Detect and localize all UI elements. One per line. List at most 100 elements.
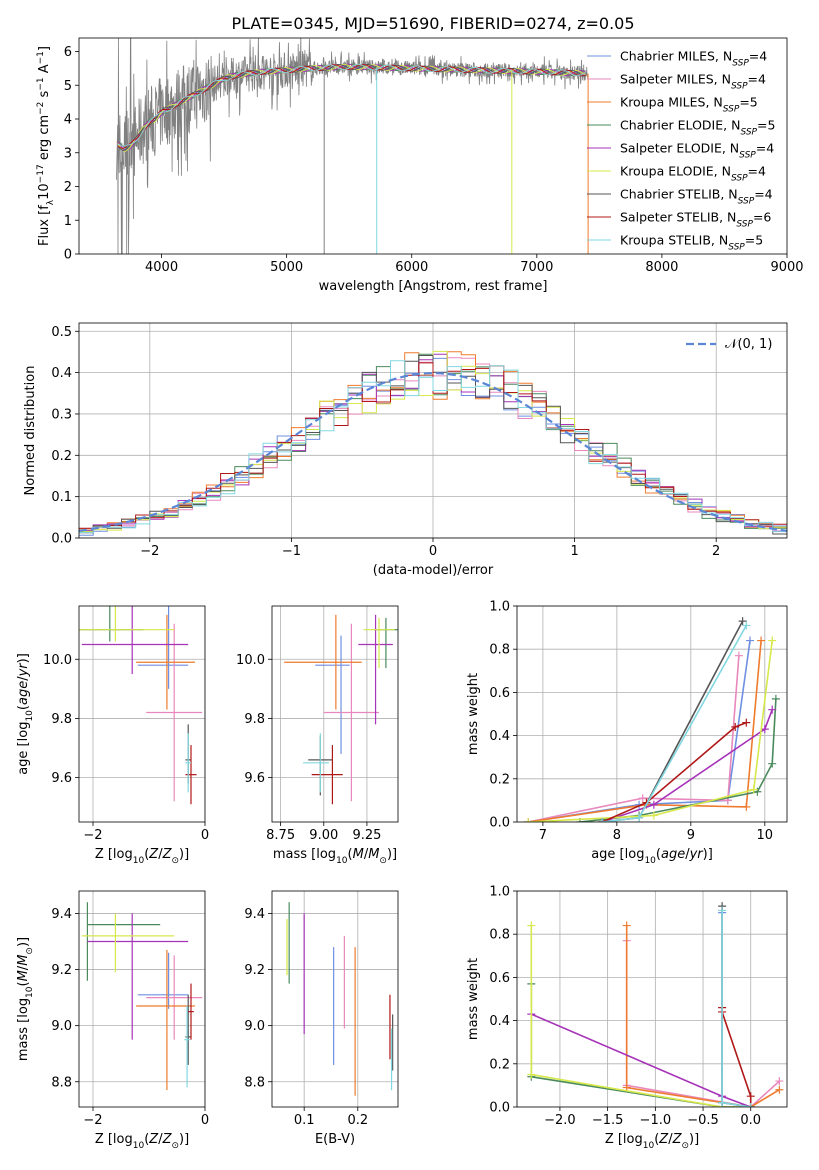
legend-n: =5 — [739, 95, 757, 110]
x-axis-label-part: 10 — [133, 856, 145, 866]
weight-point-marker — [746, 1092, 755, 1101]
axes-mass_vs_EBV: 0.1 0.2 8.8 9.0 9.2 9.4 E(B-V) — [244, 890, 399, 1147]
x-axis-label-part: 10 — [643, 1141, 655, 1151]
legend-name: Salpeter ELODIE, N — [620, 141, 739, 156]
errorbar-point — [137, 952, 189, 1009]
spectrum-model-line — [117, 63, 586, 149]
weight-point-marker — [527, 921, 536, 930]
x-tick-label: 0 — [201, 1113, 209, 1128]
y-axis-label-part: mass weight — [466, 958, 481, 1040]
x-axis-label: (data-model)/error — [373, 563, 494, 578]
y-tick-label: 0.0 — [489, 1101, 510, 1116]
x-tick-label: −0.5 — [687, 1113, 719, 1128]
x-axis-label-part: ( — [144, 1132, 149, 1147]
plot-area — [517, 606, 787, 822]
errorbar-point — [79, 606, 175, 642]
plot-area — [79, 891, 205, 1107]
x-axis-label-part: ⊙ — [171, 856, 179, 866]
y-axis-label-part: s — [37, 90, 52, 101]
errorbar-point — [184, 1006, 190, 1088]
x-tick-label: 8 — [613, 828, 621, 843]
legend-sub: SSP — [728, 243, 745, 253]
y-axis-label: Flux [fλ10−17 erg cm−2 s−1 A−1] — [36, 46, 56, 246]
y-axis-label-part: −2 — [36, 102, 46, 115]
legend-name: Kroupa MILES, N — [620, 95, 723, 110]
errorbar-point — [303, 733, 329, 793]
plot-area — [272, 606, 398, 822]
y-axis-label: age [log10(age/yr)] — [16, 653, 35, 775]
y-tick-label: 3 — [64, 146, 72, 161]
legend-sub: SSP — [732, 59, 749, 69]
x-tick-label: 0.0 — [740, 1113, 761, 1128]
legend-name: Kroupa ELODIE, N — [620, 164, 731, 179]
x-axis-label-part: 10 — [644, 856, 656, 866]
legend-name: Chabrier ELODIE, N — [620, 118, 740, 133]
axes-age_vs_Z: −2 09.69.810.0Z [log10(Z/Z⊙)]age [log10(a… — [16, 605, 209, 866]
x-tick-label: 4000 — [145, 260, 178, 275]
x-axis-label-part: )] — [179, 1132, 189, 1147]
x-tick-label: 2 — [712, 544, 720, 559]
legend-name: Chabrier STELIB, N — [620, 187, 738, 202]
errorbar-point — [137, 606, 189, 689]
x-tick-label: −2 — [83, 1113, 102, 1128]
x-axis-label-part: ⊙ — [681, 1141, 689, 1151]
y-tick-label: 2 — [64, 180, 72, 195]
weight-point-marker — [771, 694, 780, 703]
legend-n: =4 — [748, 164, 766, 179]
x-tick-label: 7 — [539, 828, 547, 843]
y-tick-label: 0.2 — [51, 449, 72, 464]
errorbar-point — [146, 955, 203, 1040]
legend-n: =6 — [753, 210, 771, 225]
x-axis-label: age [log10(age/yr)] — [591, 847, 713, 866]
y-tick-label: 9.2 — [51, 963, 72, 978]
normal-curve — [79, 371, 787, 532]
y-tick-label: 9.4 — [51, 907, 72, 922]
weight-series-line — [530, 925, 751, 1107]
x-axis-label-part: / — [685, 847, 690, 862]
y-axis-label: mass weight — [466, 673, 481, 755]
axes-frame — [516, 605, 788, 823]
errorbar-point — [146, 623, 203, 802]
errorbar-point — [87, 913, 189, 1040]
legend-sub: SSP — [736, 220, 753, 230]
x-axis-label-part: Z — [148, 1132, 159, 1147]
y-tick-label: 8.8 — [244, 1075, 265, 1090]
x-axis-label-part: age — [661, 847, 685, 862]
legend-label: Kroupa STELIB, NSSP=5 — [620, 233, 763, 253]
plot-area — [79, 606, 205, 822]
weight-series-line — [528, 640, 773, 822]
weight-point-marker — [731, 722, 740, 731]
x-axis-label-part: ⊙ — [171, 1141, 179, 1151]
y-tick-label: 9.8 — [244, 712, 265, 727]
axes-residuals: −2 −1 0 1 2 0.0 0.1 0.2 0.3 0.4 0.5 (data-model)/er… — [23, 322, 788, 578]
y-axis-label-part: ( — [16, 981, 31, 986]
y-tick-label: 0.2 — [489, 772, 510, 787]
y-tick-label: 9.6 — [51, 771, 72, 786]
x-tick-label: 10 — [757, 828, 774, 843]
axes-frame — [516, 890, 788, 1108]
weight-point-marker — [742, 802, 751, 811]
errorbar-point — [315, 635, 350, 754]
legend-sub: SSP — [731, 82, 748, 92]
weight-point-marker — [718, 1098, 727, 1107]
x-tick-label: 8000 — [645, 260, 678, 275]
weight-point-marker — [742, 718, 751, 727]
legend-sub: SSP — [739, 151, 756, 161]
weight-series-line — [601, 709, 773, 822]
x-axis-label-part: yr — [689, 847, 705, 862]
weight-point-marker — [757, 636, 766, 645]
x-tick-label: 9000 — [770, 260, 803, 275]
errorbar-point — [185, 994, 191, 1065]
x-axis-label-part: ( — [144, 847, 149, 862]
legend-label: Chabrier MILES, NSSP=4 — [620, 49, 767, 69]
x-axis-label-part: Z — [148, 847, 159, 862]
x-axis-label-part: E(B-V) — [315, 1132, 355, 1147]
x-axis-label: Z [log10(Z/Z⊙)] — [605, 1132, 699, 1151]
y-tick-label: 9.0 — [51, 1019, 72, 1034]
y-axis-label: mass [log10(M/M⊙)] — [16, 937, 35, 1061]
legend-label: Chabrier STELIB, NSSP=4 — [620, 187, 773, 207]
x-tick-label: −2 — [83, 828, 102, 843]
x-tick-label: 0.1 — [294, 1113, 315, 1128]
